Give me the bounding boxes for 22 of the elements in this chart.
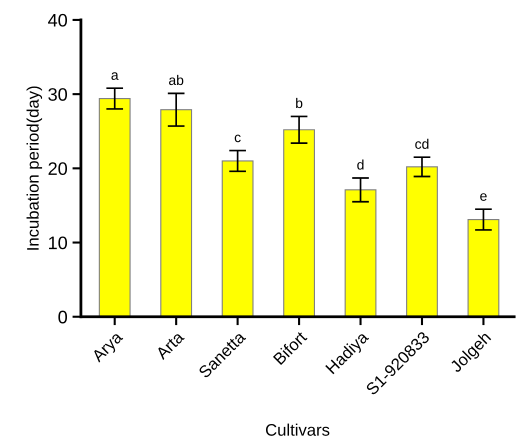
bar [160, 109, 192, 317]
annotation: b [296, 98, 302, 108]
annotation: ab [169, 74, 184, 86]
annotation: c [234, 134, 241, 142]
annotation: d [357, 159, 364, 170]
y-tick-label: 40 [48, 14, 68, 27]
y-tick-label: 20 [48, 162, 68, 176]
bar [283, 129, 315, 317]
x-tick-label: Arta [155, 330, 185, 360]
x-axis-title: Cultivars [266, 424, 330, 436]
bar [406, 166, 438, 317]
annotation: a [111, 72, 119, 80]
y-tick-label: 30 [48, 88, 68, 101]
annotation: cd [415, 138, 428, 149]
bar [98, 98, 131, 317]
bar [344, 189, 376, 317]
y-tick-label: 0 [58, 310, 68, 324]
annotation: e [480, 193, 487, 201]
bar [222, 160, 254, 317]
y-axis-title: Incubation period(day) [26, 86, 42, 250]
y-tick-label: 10 [49, 236, 68, 250]
bar [468, 218, 500, 317]
